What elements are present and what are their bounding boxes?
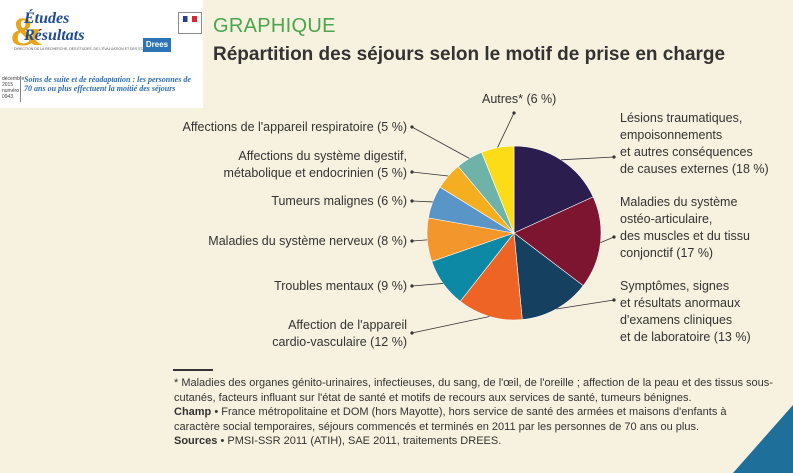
etudes-resultats-logo: & Études Résultats DIRECTION DE LA RECHE… [10, 9, 163, 54]
label-trauma-line: empoisonnements [620, 128, 723, 142]
republique-francaise-icon [178, 12, 202, 34]
leader-line-8 [411, 126, 470, 159]
footnotes: * Maladies des organes génito-urinaires,… [174, 376, 774, 449]
leader-line-3 [411, 316, 490, 334]
label-trauma-line: et autres conséquences [620, 145, 753, 159]
label-osteo-line: conjonctif (17 %) [620, 246, 714, 260]
issue-number: 0943 [2, 94, 14, 100]
leader-line-0 [561, 156, 615, 161]
corner-decoration [733, 405, 793, 473]
brand-name-line1: Études [24, 10, 70, 27]
pie-slice-2 [513, 232, 584, 320]
label-digestif-line: Affections du système digestif, [238, 149, 407, 163]
label-trauma-line: Lésions traumatiques, [620, 111, 743, 125]
leader-line-6 [411, 200, 433, 203]
leader-dot-8 [410, 125, 414, 129]
pie-slice-3 [459, 232, 523, 321]
leader-line-2 [556, 299, 615, 310]
issue-info: décembre 2015 numéro 0943 [2, 76, 25, 100]
label-mentaux: Troubles mentaux (9 %) [274, 278, 407, 295]
label-respiratoire: Affections de l'appareil respiratoire (5… [183, 119, 408, 136]
label-tumeurs-line: Tumeurs malignes (6 %) [271, 194, 407, 208]
leader-dot-7 [410, 170, 414, 174]
leader-line-5 [411, 239, 428, 242]
label-respiratoire-line: Affections de l'appareil respiratoire (5… [182, 120, 408, 134]
header-panel: & Études Résultats DIRECTION DE LA RECHE… [0, 0, 203, 108]
label-mentaux-line: Troubles mentaux (9 %) [274, 279, 407, 293]
label-autres-line: Autres* (6 %) [482, 92, 557, 106]
issue-title: Soins de suite et de réadaptation : les … [24, 75, 191, 93]
pie-slice-0 [513, 145, 594, 234]
label-symptomes-line: et résultats anormaux [620, 296, 741, 310]
leader-dot-0 [612, 155, 616, 159]
label-nerveux-line: Maladies du système nerveux (8 %) [208, 234, 407, 248]
label-symptomes-line: Symptômes, signes [620, 279, 730, 293]
footnote-divider [173, 369, 213, 371]
issue-month: décembre [2, 76, 25, 82]
drees-logo-text: Drees [143, 38, 171, 52]
leader-dot-9 [512, 111, 516, 115]
label-cardio-line: cardio-vasculaire (12 %) [272, 335, 407, 349]
leader-dot-5 [410, 239, 414, 243]
leader-dot-2 [612, 298, 616, 302]
label-tumeurs: Tumeurs malignes (6 %) [271, 193, 407, 210]
label-symptomes-line: et de laboratoire (13 %) [620, 330, 751, 344]
asterisk-note: * Maladies des organes génito-urinaires,… [174, 377, 773, 404]
sources-label: Sources [174, 435, 218, 447]
leader-line-7 [411, 171, 449, 177]
champ-note: Champ • France métropolitaine et DOM (ho… [174, 406, 727, 433]
issue-year: 2015 [2, 82, 14, 88]
issue-divider [20, 76, 21, 102]
label-trauma-line: de causes externes (18 %) [620, 162, 769, 176]
leader-dot-4 [410, 284, 414, 288]
label-digestif-line: métabolique et endocrinien (5 %) [223, 166, 407, 180]
pie-slice-1 [513, 196, 602, 287]
pie-slice-9 [481, 145, 515, 234]
label-symptomes-line: d'examens cliniques [620, 313, 733, 327]
sources-note: Sources • PMSI-SSR 2011 (ATIH), SAE 2011… [174, 435, 502, 447]
label-cardio: Affection de l'appareil cardio-vasculaire… [272, 317, 407, 351]
page-title: Répartition des séjours selon le motif d… [213, 44, 726, 65]
section-label: GRAPHIQUE [213, 15, 336, 37]
label-nerveux: Maladies du système nerveux (8 %) [208, 233, 407, 250]
label-osteo: Maladies du système ostéo-articulaire, des… [620, 194, 750, 262]
leader-dot-1 [612, 235, 616, 239]
issue-label: numéro [2, 88, 19, 94]
leader-line-4 [411, 283, 444, 287]
label-digestif: Affections du système digestif, métaboliq… [224, 148, 407, 182]
label-osteo-line: des muscles et du tissu [620, 229, 750, 243]
leader-dot-6 [410, 199, 414, 203]
label-osteo-line: Maladies du système [620, 195, 738, 209]
label-trauma: Lésions traumatiques, empoisonnements et a… [620, 110, 769, 178]
sources-text: PMSI-SSR 2011 (ATIH), SAE 2011, traiteme… [227, 435, 502, 447]
leader-line-9 [497, 112, 515, 148]
label-symptomes: Symptômes, signes et résultats anormaux d'… [620, 278, 751, 346]
leader-dot-3 [410, 331, 414, 335]
drees-logo: Drees [143, 12, 203, 60]
brand-name-line2: Résultats [24, 27, 85, 44]
label-autres: Autres* (6 %) [482, 91, 556, 108]
label-osteo-line: ostéo-articulaire, [620, 212, 713, 226]
label-cardio-line: Affection de l'appareil [288, 318, 407, 332]
brand-tagline: DIRECTION DE LA RECHERCHE, DES ÉTUDES, D… [14, 47, 163, 51]
leader-line-1 [600, 236, 615, 244]
champ-text: France métropolitaine et DOM (hors Mayot… [174, 406, 727, 433]
champ-label: Champ [174, 406, 212, 418]
